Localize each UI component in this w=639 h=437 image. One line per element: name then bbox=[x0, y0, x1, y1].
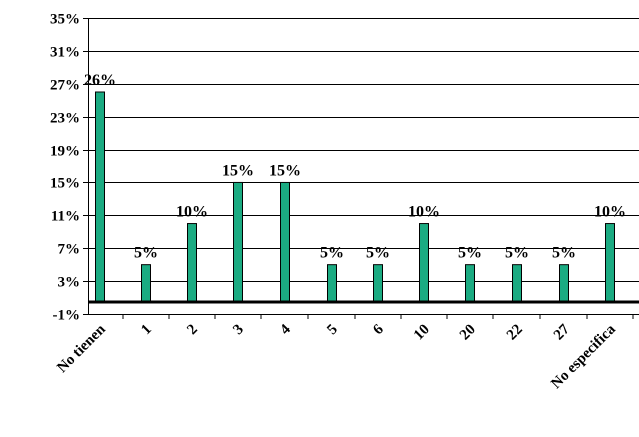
x-tick-label: 20 bbox=[457, 322, 479, 344]
x-tick-label: 1 bbox=[138, 322, 155, 339]
bar bbox=[605, 223, 615, 303]
data-label: 5% bbox=[552, 245, 576, 262]
y-tick-label: -1% bbox=[53, 308, 81, 324]
x-tick-label: 2 bbox=[184, 322, 201, 339]
bars bbox=[95, 91, 615, 303]
x-tick-label: 5 bbox=[324, 322, 341, 339]
data-label: 5% bbox=[320, 245, 344, 262]
x-tick-label: 22 bbox=[504, 322, 526, 344]
x-tick-label: 27 bbox=[551, 321, 573, 343]
data-labels: 26% 5% 10% 15% 15% 5% 5% 10% 5% 5% 5% 10% bbox=[84, 72, 626, 262]
data-label: 5% bbox=[366, 245, 390, 262]
y-tick-label: 3% bbox=[58, 275, 81, 291]
gridlines bbox=[88, 18, 639, 315]
bar bbox=[512, 264, 522, 303]
data-label: 15% bbox=[222, 162, 254, 179]
axes bbox=[83, 18, 639, 319]
x-tick-label: 10 bbox=[411, 322, 433, 344]
data-label: 15% bbox=[269, 162, 301, 179]
y-tick-label: 19% bbox=[50, 144, 80, 160]
y-tick-label: 11% bbox=[51, 209, 80, 225]
bar bbox=[419, 223, 429, 303]
x-tick-label: 3 bbox=[230, 322, 247, 339]
y-tick-label: 23% bbox=[50, 111, 80, 127]
x-tick-label: 4 bbox=[277, 321, 294, 338]
data-label: 10% bbox=[408, 204, 440, 221]
bar bbox=[95, 91, 105, 303]
y-tick-label: 27% bbox=[50, 78, 80, 94]
y-tick-label: 15% bbox=[50, 176, 80, 192]
data-label: 26% bbox=[84, 72, 116, 89]
x-tick-label: No tienen bbox=[54, 321, 109, 376]
data-label: 10% bbox=[176, 204, 208, 221]
bar bbox=[559, 264, 569, 303]
bar bbox=[187, 223, 197, 303]
bar bbox=[327, 264, 337, 303]
data-label: 10% bbox=[594, 204, 626, 221]
data-label: 5% bbox=[505, 245, 529, 262]
x-tick-label: 6 bbox=[370, 321, 387, 338]
y-tick-label: 35% bbox=[50, 12, 80, 28]
bar bbox=[280, 181, 290, 303]
y-tick-label: 7% bbox=[58, 242, 81, 258]
data-label: 5% bbox=[134, 245, 158, 262]
bar bbox=[373, 264, 383, 303]
data-label: 5% bbox=[458, 245, 482, 262]
y-tick-labels: -1% 3% 7% 11% 15% 19% 23% 27% 31% 35% bbox=[50, 12, 80, 324]
bar bbox=[141, 264, 151, 303]
bar bbox=[465, 264, 475, 303]
bar bbox=[233, 181, 243, 303]
y-tick-label: 31% bbox=[50, 45, 80, 61]
